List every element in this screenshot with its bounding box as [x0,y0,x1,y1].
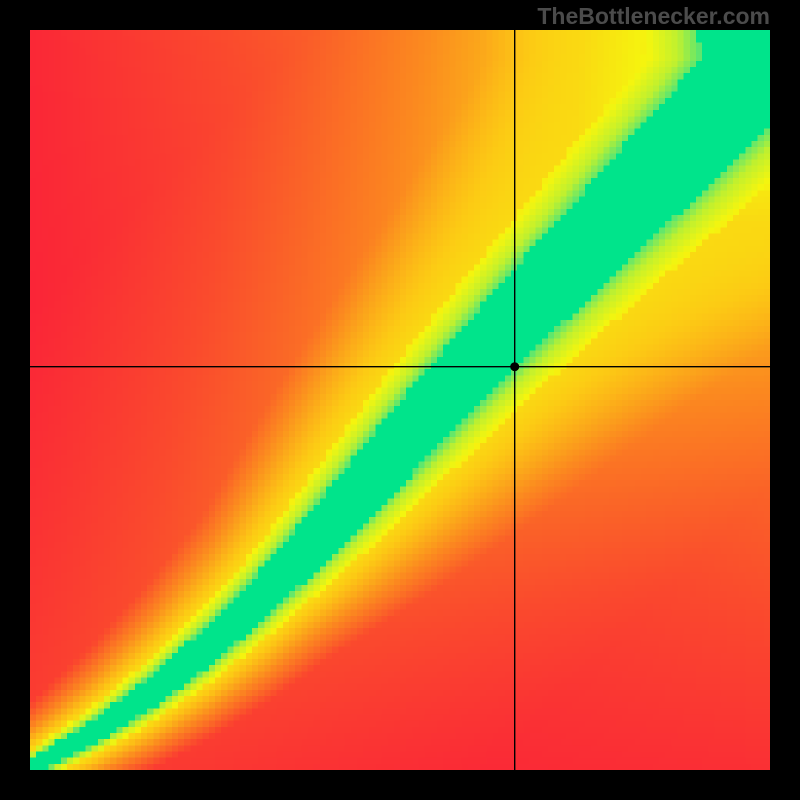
chart-container: { "chart": { "type": "heatmap", "canvas"… [0,0,800,800]
bottleneck-heatmap [30,30,770,770]
watermark-text: TheBottlenecker.com [537,3,770,30]
